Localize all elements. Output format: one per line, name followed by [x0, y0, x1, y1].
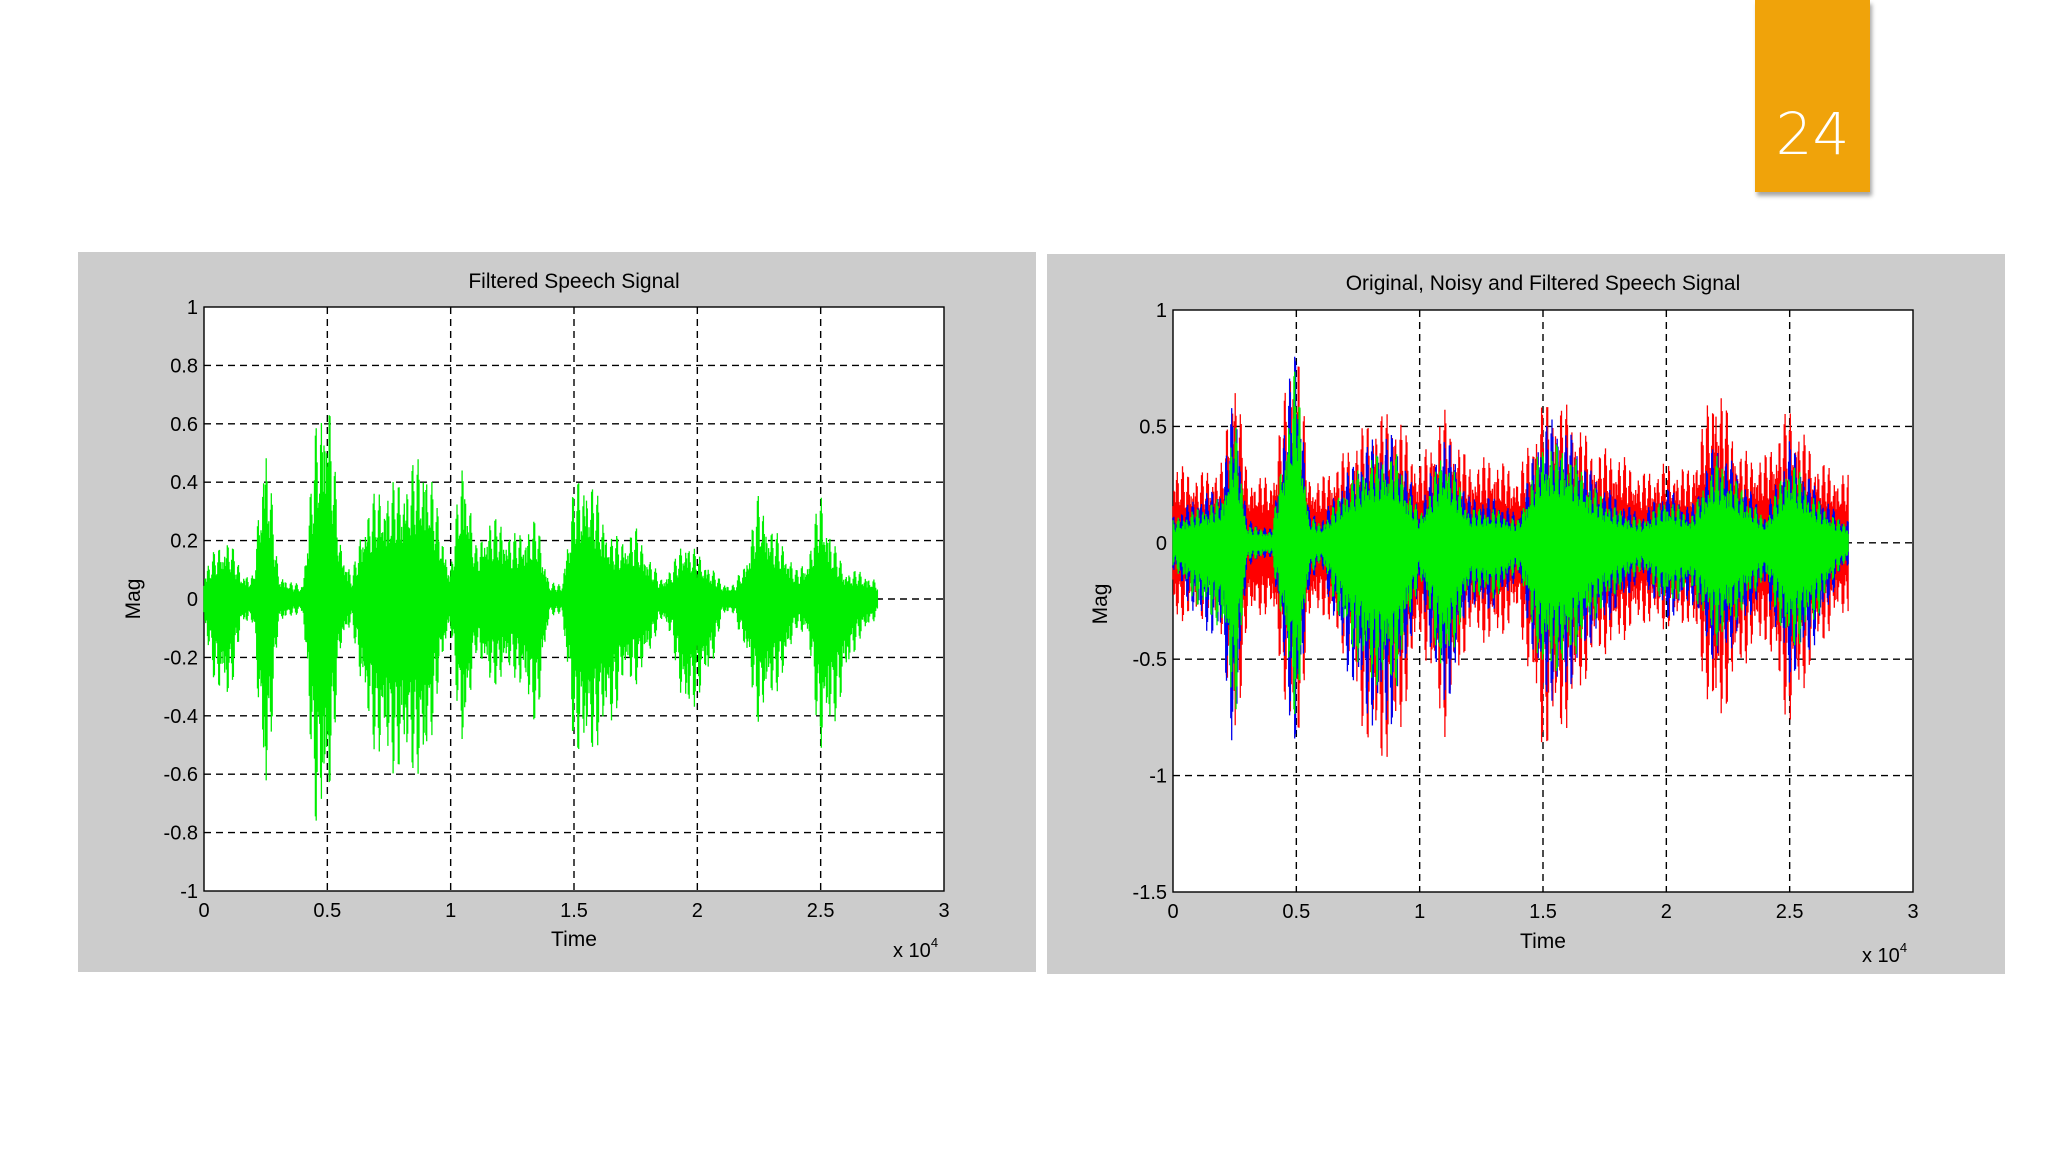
y-tick-label: 0	[187, 589, 198, 611]
x-axis-label: Time	[1520, 930, 1566, 953]
signal-traces	[1172, 356, 1849, 757]
y-tick-label: 0.2	[170, 531, 198, 553]
x-exponent-power: 4	[931, 935, 938, 950]
figure-original-noisy-filtered: 0 0.5 1 1.5 2 2.5 3 -1.5 -1 -0.5 0 0.5 1 Original, N…	[1047, 254, 2005, 974]
y-tick-label: -1	[1149, 766, 1167, 788]
y-tick-label: 0.6	[170, 414, 198, 436]
x-tick-label: 2	[1661, 901, 1672, 923]
y-tick-label: -0.8	[164, 823, 198, 845]
x-tick-label: 1	[1414, 901, 1425, 923]
series-trace	[1172, 371, 1849, 714]
chart-title: Filtered Speech Signal	[468, 270, 679, 293]
x-exponent-power: 4	[1900, 940, 1907, 955]
x-exponent-base: x 10	[1862, 945, 1900, 967]
x-tick-label: 0.5	[1282, 901, 1310, 923]
x-axis-label: Time	[551, 928, 597, 951]
y-tick-label: 0	[1156, 533, 1167, 555]
figure-filtered-signal: 0 0.5 1 1.5 2 2.5 3 -1 -0.8 -0.6 -0.4 -0.2 0 0.2 0.4 0.…	[78, 252, 1036, 972]
x-tick-label: 2.5	[1776, 901, 1804, 923]
x-tick-label: 1.5	[560, 900, 588, 922]
y-tick-label: -0.2	[164, 647, 198, 669]
chart-original-noisy-filtered: 0 0.5 1 1.5 2 2.5 3 -1.5 -1 -0.5 0 0.5 1 Original, N…	[1089, 272, 1919, 967]
x-tick-label: 2	[692, 900, 703, 922]
series-0	[203, 415, 879, 821]
x-tick-label: 2.5	[807, 900, 835, 922]
signal-traces	[203, 415, 879, 821]
y-tick-label: -0.6	[164, 764, 198, 786]
y-tick-label: 0.8	[170, 355, 198, 377]
y-axis-label: Mag	[122, 579, 145, 620]
y-axis-label: Mag	[1089, 584, 1112, 625]
y-tick-label: -0.4	[164, 706, 198, 728]
x-tick-label: 0.5	[313, 900, 341, 922]
y-tick-label: 0.5	[1139, 416, 1167, 438]
x-tick-label: 1	[445, 900, 456, 922]
series-2	[1172, 371, 1849, 714]
slide-number: 24	[1755, 0, 1870, 192]
x-tick-label: 0	[198, 900, 209, 922]
y-tick-label: 1	[1156, 300, 1167, 322]
tick-labels: 0 0.5 1 1.5 2 2.5 3 -1.5 -1 -0.5 0 0.5 1	[1133, 300, 1919, 923]
series-trace	[203, 415, 879, 821]
tick-labels: 0 0.5 1 1.5 2 2.5 3 -1 -0.8 -0.6 -0.4 -0.2 0 0.2 0.4 0.…	[164, 297, 950, 922]
y-tick-label: -1	[180, 881, 198, 903]
chart-title: Original, Noisy and Filtered Speech Sign…	[1346, 272, 1741, 295]
y-tick-label: -1.5	[1133, 882, 1167, 904]
y-tick-label: 1	[187, 297, 198, 319]
x-tick-label: 3	[938, 900, 949, 922]
x-axis-exponent: x 104	[1862, 940, 1907, 967]
x-tick-label: 0	[1167, 901, 1178, 923]
x-exponent-base: x 10	[893, 940, 931, 962]
x-tick-label: 1.5	[1529, 901, 1557, 923]
x-tick-label: 3	[1907, 901, 1918, 923]
y-tick-label: 0.4	[170, 472, 198, 494]
x-axis-exponent: x 104	[893, 935, 938, 962]
chart-filtered-signal: 0 0.5 1 1.5 2 2.5 3 -1 -0.8 -0.6 -0.4 -0.2 0 0.2 0.4 0.…	[122, 270, 950, 962]
y-tick-label: -0.5	[1133, 649, 1167, 671]
